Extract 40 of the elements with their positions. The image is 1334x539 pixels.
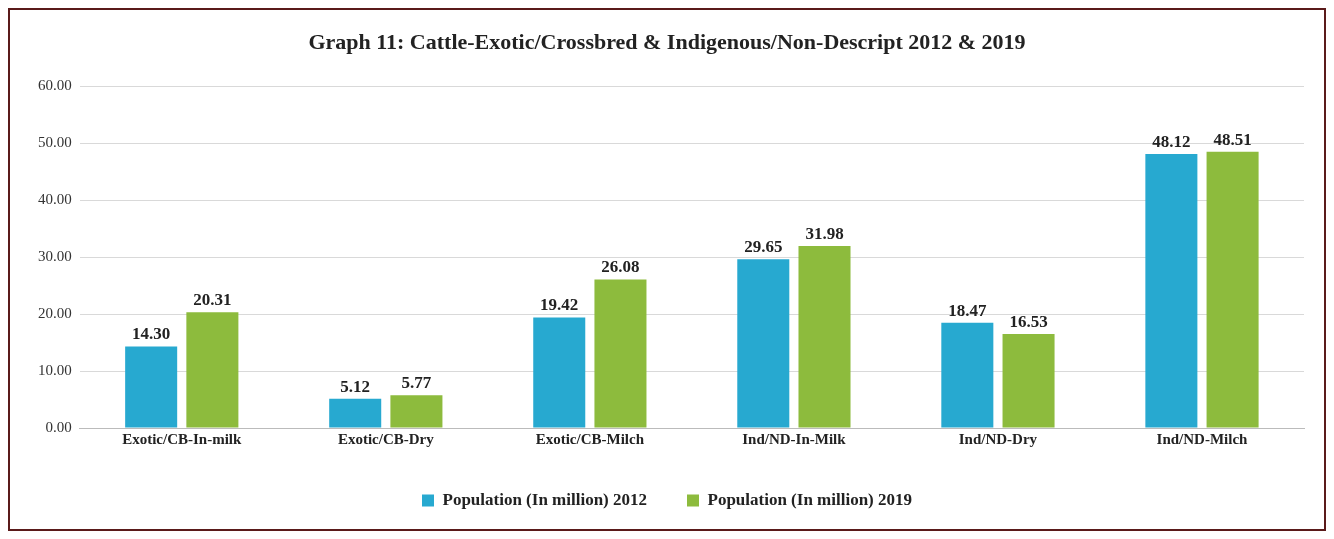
y-tick-label: 60.00 [38, 77, 72, 94]
bar [533, 317, 586, 428]
y-tick-label: 30.00 [38, 248, 72, 265]
data-label: 16.53 [1009, 311, 1048, 331]
bar [1002, 333, 1055, 428]
x-tick-label: Exotic/CB-Milch [535, 430, 645, 447]
data-label: 19.42 [540, 295, 579, 315]
bar [594, 279, 647, 428]
y-tick-label: 40.00 [38, 191, 72, 208]
data-label: 31.98 [805, 223, 844, 243]
y-tick-label: 0.00 [45, 418, 72, 435]
bar [737, 259, 790, 428]
x-tick-label: Ind/ND-Milch [1156, 430, 1249, 447]
data-label: 26.08 [601, 257, 640, 277]
bar [329, 398, 382, 428]
y-tick-label: 10.00 [38, 362, 72, 378]
bar [125, 346, 178, 428]
bar [1145, 154, 1198, 428]
legend-label: Population (In million) 2012 [442, 489, 648, 509]
y-tick-label: 20.00 [38, 305, 72, 322]
x-tick-label: Ind/ND-In-Milk [742, 430, 847, 447]
data-label: 29.65 [744, 237, 783, 257]
x-tick-label: Ind/ND-Dry [958, 430, 1038, 447]
data-label: 5.12 [340, 376, 371, 396]
data-label: 5.77 [401, 373, 432, 393]
legend-label: Population (In million) 2019 [707, 489, 913, 509]
data-label: 14.30 [132, 324, 171, 344]
data-label: 20.31 [193, 290, 232, 310]
bar [941, 322, 994, 428]
chart-title: Graph 11: Cattle-Exotic/Crossbred & Indigenous/Non-Descript 2012 & 2019 [308, 28, 1026, 54]
data-label: 48.51 [1213, 129, 1252, 149]
data-label: 48.12 [1152, 131, 1191, 151]
data-label: 18.47 [948, 300, 987, 320]
x-tick-label: Exotic/CB-Dry [337, 430, 435, 447]
bar [390, 395, 443, 428]
y-tick-label: 50.00 [38, 134, 72, 151]
x-tick-label: Exotic/CB-In-milk [122, 430, 243, 447]
bar [186, 312, 239, 428]
bar [1206, 151, 1259, 428]
bar [798, 245, 851, 428]
